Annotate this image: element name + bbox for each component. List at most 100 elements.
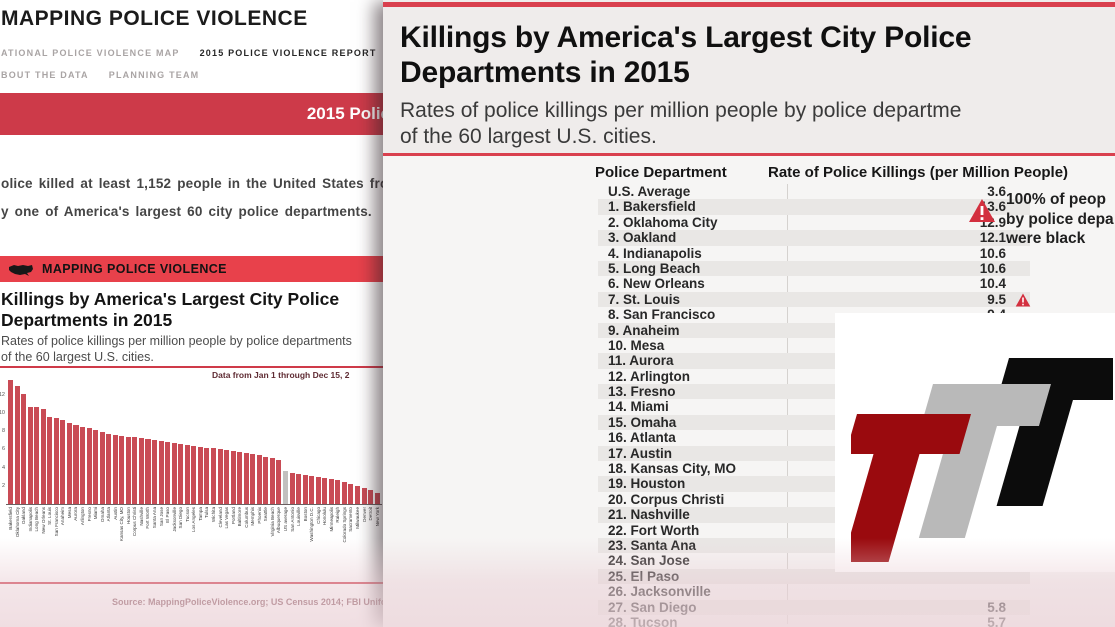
nav-link-1[interactable]: 2015 POLICE VIOLENCE REPORT bbox=[199, 48, 377, 58]
logo-t-red bbox=[851, 414, 971, 562]
nav-row-2: BOUT THE DATA PLANNING TEAM bbox=[1, 70, 219, 80]
bar bbox=[119, 435, 125, 504]
bar-label: Washington D.C. bbox=[309, 507, 315, 542]
table-row: 22. Fort Worth bbox=[598, 523, 1030, 538]
chart-headline: Killings by America's Largest City Polic… bbox=[1, 289, 340, 330]
intro-text-line1: olice killed at least 1,152 people in th… bbox=[1, 176, 392, 191]
row-rate: 10.6 bbox=[979, 245, 1006, 261]
bar bbox=[47, 417, 53, 504]
table-row: U.S. Average 3.6 bbox=[598, 184, 1030, 199]
bar bbox=[73, 424, 79, 504]
ttt-broadcaster-logo bbox=[851, 358, 1113, 562]
bar bbox=[86, 428, 92, 504]
bar-label: St. Louis bbox=[47, 507, 53, 525]
nav-link-0[interactable]: BOUT THE DATA bbox=[1, 70, 89, 80]
bar bbox=[14, 386, 20, 504]
row-department: 2. Oklahoma City bbox=[608, 214, 718, 230]
bar bbox=[171, 442, 177, 504]
bar bbox=[328, 479, 334, 504]
row-rate: 9.5 bbox=[987, 291, 1006, 307]
row-department: 12. Arlington bbox=[608, 368, 691, 384]
bar bbox=[106, 433, 112, 504]
bar-label: Fresno bbox=[86, 507, 92, 522]
bar-label: Kansas City, MO bbox=[119, 507, 125, 542]
bar-label: Houston bbox=[125, 507, 131, 525]
table-row: 20. Corpus Christi bbox=[598, 492, 1030, 507]
bar bbox=[243, 452, 249, 504]
bar bbox=[191, 445, 197, 504]
row-department: 27. San Diego bbox=[608, 599, 697, 615]
bar bbox=[263, 456, 269, 504]
bar bbox=[354, 485, 361, 504]
row-department: 1. Bakersfield bbox=[608, 199, 696, 215]
bar-label: Chicago bbox=[315, 507, 321, 524]
row-department: 3. Oakland bbox=[608, 230, 677, 246]
row-department: 5. Long Beach bbox=[608, 260, 701, 276]
row-rate: 12.1 bbox=[979, 230, 1006, 246]
row-department: 25. El Paso bbox=[608, 568, 680, 584]
bar bbox=[158, 441, 164, 504]
table-row: 12. Arlington bbox=[598, 369, 1030, 384]
bar bbox=[34, 407, 40, 504]
bar-label: Anaheim bbox=[60, 507, 66, 526]
bar bbox=[165, 442, 171, 504]
bar-label: San Diego bbox=[178, 507, 184, 529]
bar bbox=[302, 474, 308, 504]
bar bbox=[145, 439, 151, 504]
nav-link-1[interactable]: PLANNING TEAM bbox=[108, 70, 200, 80]
bar-label: Austin bbox=[112, 507, 118, 520]
bar bbox=[21, 393, 27, 504]
column-header-rate: Rate of Police Killings (per Million Peo… bbox=[768, 164, 1069, 181]
bar bbox=[178, 443, 184, 504]
bar-label: Detroit bbox=[368, 507, 374, 521]
bar-label: Santa Ana bbox=[152, 507, 158, 529]
row-department: 28. Tucson bbox=[608, 614, 678, 627]
bar-label: Milwaukee bbox=[354, 507, 360, 529]
bar-label: New Orleans bbox=[40, 507, 46, 534]
bar bbox=[361, 487, 367, 504]
table-row: 1. Bakersfield 13.6 bbox=[598, 199, 1030, 215]
bar-label: Louisville bbox=[296, 507, 302, 526]
bar-label: Los Angeles bbox=[191, 507, 197, 533]
warning-note-text: 100% of peop by police depa were black bbox=[1006, 191, 1114, 247]
table-row: 6. New Orleans 10.4 bbox=[598, 276, 1030, 291]
y-tick: 8 bbox=[1, 428, 5, 435]
bar bbox=[256, 454, 262, 504]
row-department: 19. Houston bbox=[608, 476, 686, 492]
bar-label: Cleveland bbox=[217, 507, 223, 528]
bar bbox=[112, 434, 118, 504]
y-tick: 2 bbox=[1, 482, 5, 489]
bar bbox=[374, 493, 380, 504]
bar bbox=[224, 450, 230, 504]
bar bbox=[60, 420, 66, 504]
row-rate: 5.7 bbox=[987, 614, 1006, 627]
bar bbox=[237, 452, 243, 504]
bar-label: Minneapolis bbox=[328, 507, 334, 532]
row-department: 22. Fort Worth bbox=[608, 522, 700, 538]
intro-text-line2: y one of America's largest 60 city polic… bbox=[1, 204, 372, 219]
bar bbox=[296, 473, 302, 504]
bar bbox=[230, 451, 236, 504]
bar-label: Miami bbox=[93, 507, 99, 520]
bar bbox=[184, 444, 190, 504]
bar-label: Nashville bbox=[138, 507, 144, 526]
table-row: 28. Tucson 5.7 bbox=[598, 615, 1030, 627]
table-row: 7. St. Louis 9.5 bbox=[598, 291, 1031, 308]
bar-label: Jacksonville bbox=[171, 507, 177, 532]
bar-label: Long Beach bbox=[34, 507, 40, 532]
bar-label: Columbus bbox=[243, 507, 249, 528]
site-title: MAPPING POLICE VIOLENCE bbox=[1, 7, 308, 30]
table-row: 4. Indianapolis 10.6 bbox=[598, 246, 1030, 261]
bar bbox=[93, 430, 99, 504]
inset-subtitle: Rates of police killings per million peo… bbox=[400, 99, 962, 148]
table-row: 16. Atlanta bbox=[598, 430, 1030, 445]
nav-link-0[interactable]: ATIONAL POLICE VIOLENCE MAP bbox=[1, 48, 180, 58]
table-row: 5. Long Beach 10.6 bbox=[598, 260, 1030, 277]
bar-label: Tucson bbox=[184, 507, 190, 522]
bar bbox=[99, 432, 105, 504]
bar-label: Omaha bbox=[99, 507, 105, 523]
row-rate: 10.6 bbox=[979, 260, 1006, 276]
row-rate: 5.8 bbox=[987, 599, 1006, 615]
row-warning-icon bbox=[1015, 293, 1031, 307]
row-department: 18. Kansas City, MO bbox=[608, 461, 737, 477]
